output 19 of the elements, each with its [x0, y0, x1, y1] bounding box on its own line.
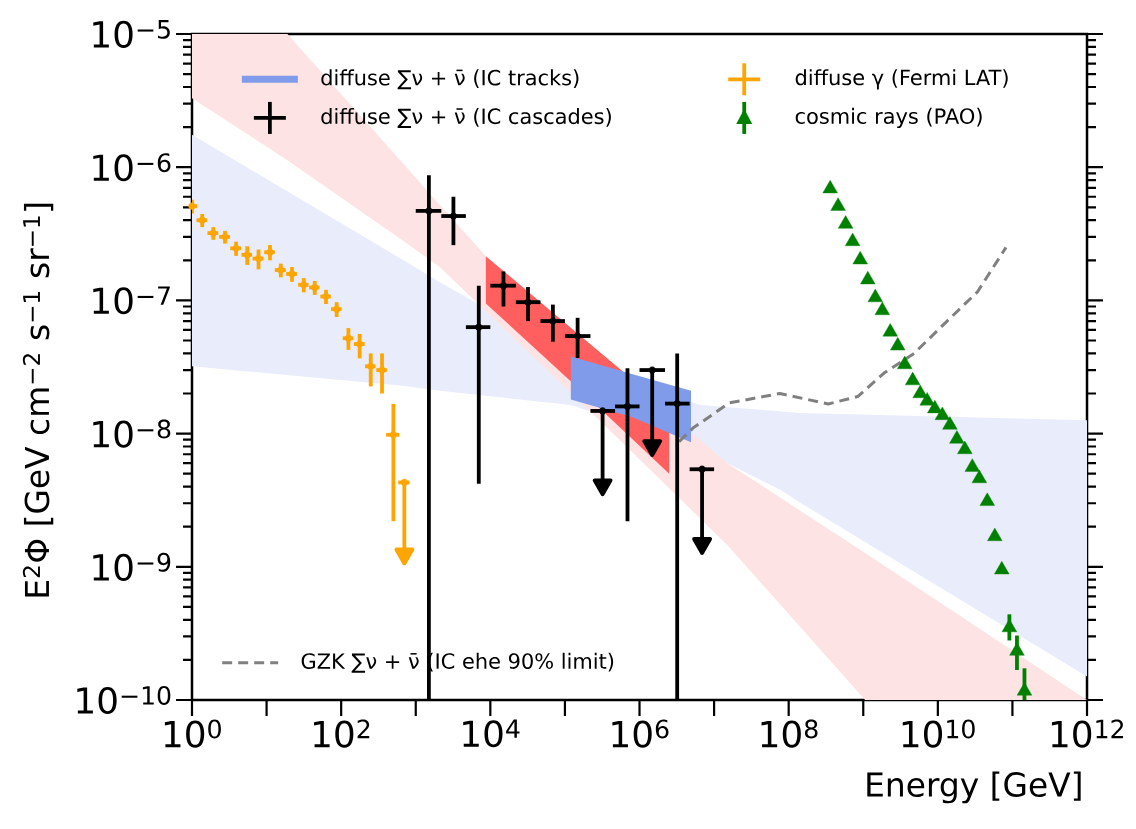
x-tick-label: 10$^{0}$: [164, 719, 221, 748]
text: E$^{2}$Φ [GeV cm$^{−2}$ s$^{−1}$ sr$^{−1}$]: [22, 203, 54, 597]
x-tick-label: 10$^{2}$: [314, 719, 370, 748]
legend-label: diffuse ∑ν + ν̄ (IC cascades): [321, 107, 611, 128]
y-tick-label: 10$^{−10}$: [77, 685, 171, 715]
x-tick-label: 10$^{12}$: [1051, 719, 1124, 748]
x-tick-label: 10$^{8}$: [761, 719, 818, 748]
legend-label: cosmic rays (PAO): [795, 107, 982, 129]
y-tick-label: 10$^{−9}$: [93, 552, 171, 581]
legend-label: diffuse γ (Fermi LAT): [795, 69, 1008, 90]
y-tick-label: 10$^{−5}$: [93, 20, 170, 48]
x-axis-title: Energy [GeV]: [867, 771, 1081, 804]
x-tick-label: 10$^{6}$: [612, 719, 669, 748]
x-tick-label: 10$^{4}$: [463, 719, 520, 748]
y-tick-label: 10$^{−7}$: [93, 286, 170, 315]
y-tick-label: 10$^{−8}$: [93, 419, 171, 448]
legend-label: diffuse ∑ν + ν̄ (IC tracks): [321, 69, 579, 90]
x-tick-label: 10$^{10}$: [902, 719, 975, 748]
y-tick-label: 10$^{−6}$: [93, 153, 171, 182]
